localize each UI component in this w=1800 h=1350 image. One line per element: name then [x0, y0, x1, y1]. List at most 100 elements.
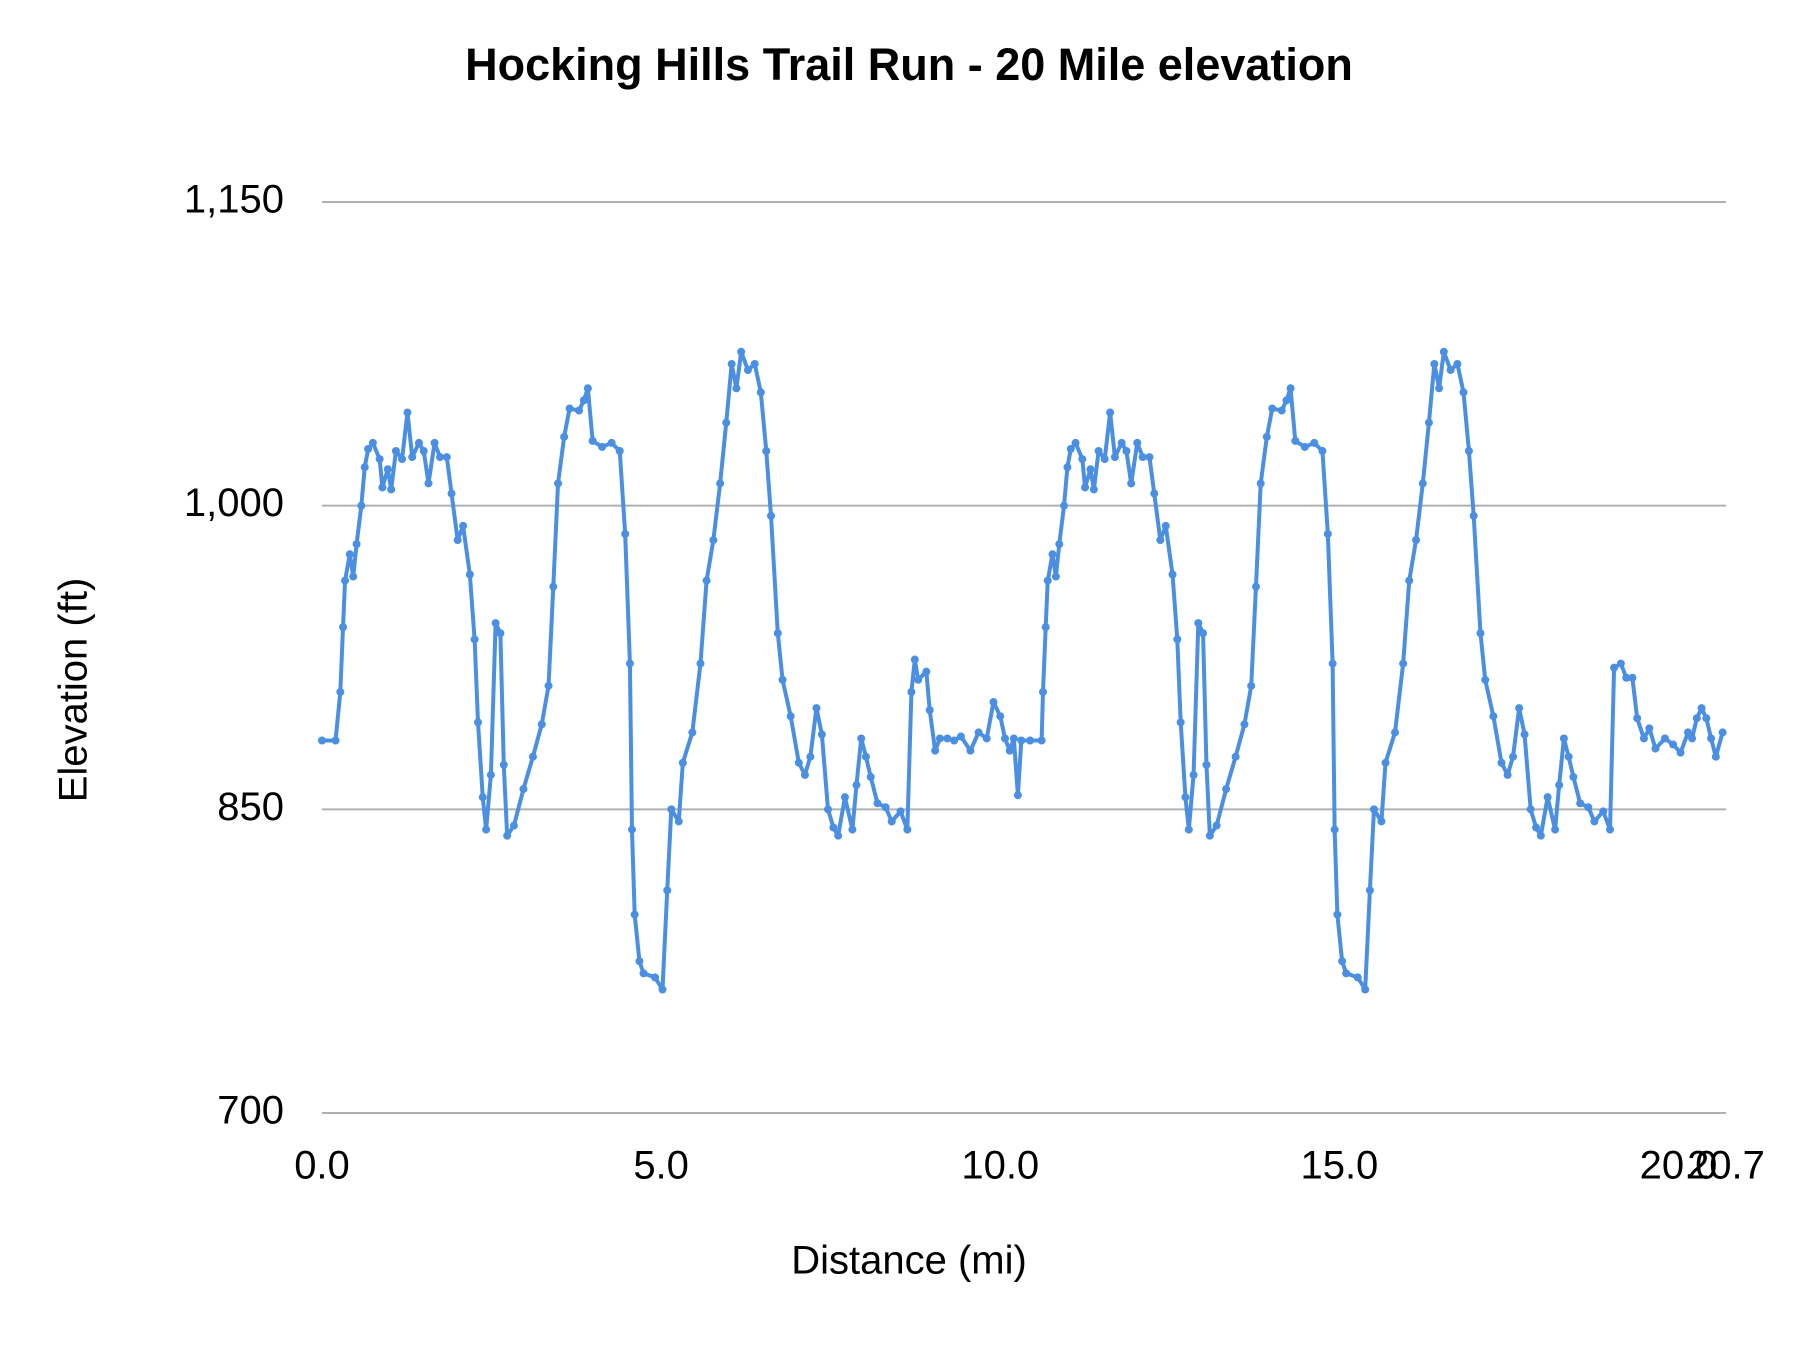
point — [1282, 396, 1291, 405]
point — [1202, 760, 1211, 769]
point — [1453, 359, 1462, 368]
point — [383, 465, 392, 474]
point — [1189, 770, 1198, 779]
point — [341, 576, 350, 585]
point — [737, 347, 746, 356]
point — [1711, 752, 1720, 761]
point — [1481, 675, 1490, 684]
point — [1536, 831, 1545, 840]
point — [544, 681, 553, 690]
point — [950, 736, 959, 745]
point — [786, 712, 795, 721]
point — [1377, 817, 1386, 826]
point — [465, 570, 474, 579]
point — [436, 453, 445, 462]
point — [989, 698, 998, 707]
point — [722, 418, 731, 427]
point — [873, 799, 882, 808]
point — [1161, 521, 1170, 530]
point — [887, 817, 896, 826]
point — [857, 734, 866, 743]
point — [1060, 501, 1069, 510]
point — [1697, 704, 1706, 713]
point — [881, 803, 890, 812]
point — [1247, 681, 1256, 690]
point — [1576, 799, 1585, 808]
point — [598, 442, 607, 451]
point — [368, 438, 377, 447]
point — [375, 455, 384, 464]
x-tick-label: 15.0 — [1300, 1144, 1378, 1188]
point — [914, 675, 923, 684]
point — [1616, 659, 1625, 668]
point — [1100, 455, 1109, 464]
point — [627, 825, 636, 834]
point — [861, 752, 870, 761]
point — [1707, 734, 1716, 743]
point — [1048, 550, 1057, 559]
point — [639, 969, 648, 978]
point — [1564, 752, 1573, 761]
point — [1645, 724, 1654, 733]
chart-title: Hocking Hills Trail Run - 20 Mile elevat… — [465, 39, 1353, 90]
point — [453, 536, 462, 545]
point — [1606, 825, 1615, 834]
point — [903, 825, 912, 834]
y-tick-label: 1,150 — [184, 178, 284, 222]
point — [491, 619, 500, 628]
point — [935, 734, 944, 743]
point — [823, 805, 832, 814]
point — [1702, 714, 1711, 723]
point — [778, 675, 787, 684]
point — [1365, 886, 1374, 895]
elevation-line — [322, 349, 1725, 992]
point — [378, 483, 387, 492]
y-tick-label: 1,000 — [184, 481, 284, 525]
point — [1094, 447, 1103, 456]
point — [800, 770, 809, 779]
point — [716, 479, 725, 488]
point — [732, 384, 741, 393]
point — [817, 730, 826, 739]
point — [1418, 479, 1427, 488]
point — [1013, 791, 1022, 800]
point — [615, 447, 624, 456]
point — [345, 550, 354, 559]
point — [447, 489, 456, 498]
point — [1399, 659, 1408, 668]
point — [1328, 659, 1337, 668]
point — [1240, 720, 1249, 729]
point — [1286, 384, 1295, 393]
point — [1194, 619, 1203, 628]
point — [1122, 447, 1131, 456]
point — [1150, 489, 1159, 498]
point — [1086, 465, 1095, 474]
point — [1256, 479, 1265, 488]
x-tick-label: 10.0 — [961, 1144, 1039, 1188]
point — [1038, 687, 1047, 696]
point — [1446, 366, 1455, 375]
point — [398, 455, 407, 464]
point — [1599, 807, 1608, 816]
point — [1497, 758, 1506, 767]
point — [996, 712, 1005, 721]
point — [1622, 673, 1631, 682]
point — [1026, 736, 1035, 745]
point — [318, 736, 326, 745]
point — [1412, 536, 1421, 545]
point — [1361, 985, 1370, 994]
point — [424, 479, 433, 488]
point — [499, 760, 508, 769]
point — [519, 785, 528, 794]
point — [1684, 728, 1693, 737]
point — [496, 629, 505, 638]
point — [956, 732, 965, 741]
point — [1688, 734, 1697, 743]
point — [549, 582, 558, 591]
point — [1089, 485, 1098, 494]
point — [349, 572, 358, 581]
point — [1277, 406, 1286, 415]
point — [896, 807, 905, 816]
point — [1520, 730, 1529, 739]
